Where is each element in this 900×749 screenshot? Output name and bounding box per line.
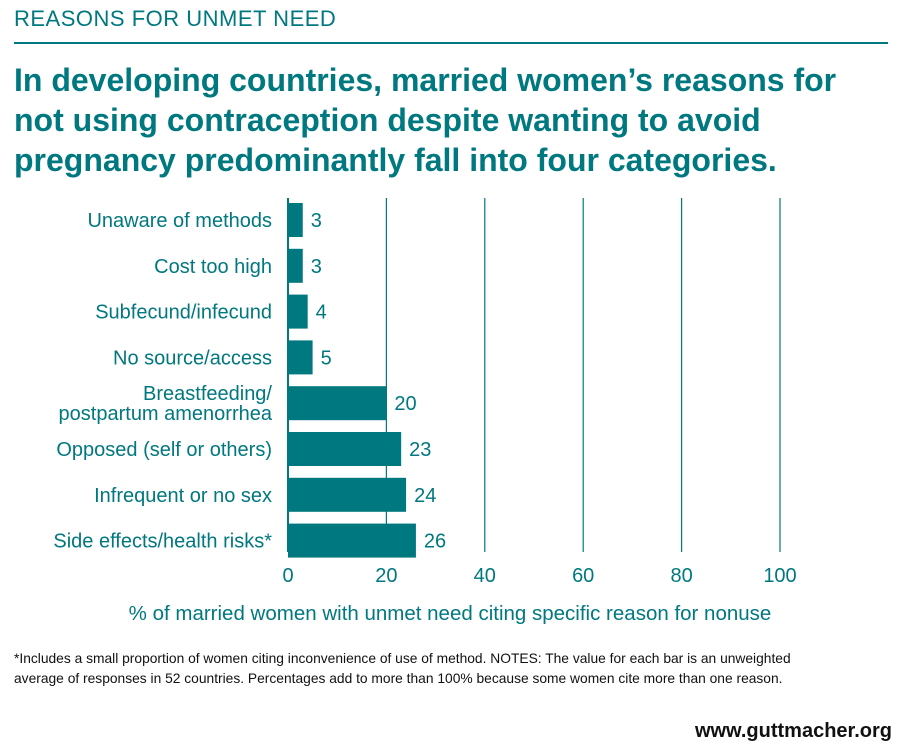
x-tick-label: 0 [282,565,293,587]
bar [288,523,416,558]
bar [288,340,313,375]
chart-title: In developing countries, married women’s… [14,62,837,178]
category-label: Infrequent or no sex [94,485,272,507]
category-label: Subfecund/infecund [95,302,272,324]
x-tick-label: 40 [474,565,496,587]
bar [288,432,402,466]
data-label: 23 [409,439,431,461]
bar [288,203,303,237]
x-tick-label: 80 [670,565,692,587]
category-label: Breastfeeding/ [143,383,272,405]
data-label: 24 [414,485,436,507]
data-label: 3 [311,256,322,278]
bar-chart: 3 Unaware of methods 3 Cost too high 4 Subfec… [53,198,797,587]
footer-url: www.guttmacher.org [694,720,892,742]
category-label: No source/access [113,347,272,369]
category-label: Side effects/health risks* [53,531,272,553]
data-label: 5 [321,347,332,369]
x-tick-label: 60 [572,565,594,587]
x-tick-label: 100 [763,565,796,587]
x-axis-title: % of married women with unmet need citin… [128,602,772,625]
x-tick-label: 20 [375,565,397,587]
category-label: postpartum amenorrhea [59,403,273,425]
bar [288,477,407,512]
data-label: 26 [424,531,446,553]
category-label: Cost too high [154,256,272,278]
header-divider [14,42,888,44]
data-label: 4 [316,302,327,324]
data-label: 20 [394,393,416,415]
bar [288,248,303,283]
data-label: 3 [311,210,322,232]
chart-notes: *Includes a small proportion of women ci… [14,651,791,686]
bar [288,386,387,421]
section-kicker: REASONS FOR UNMET NEED [14,6,337,31]
category-label: Opposed (self or others) [56,439,272,461]
bar [288,294,308,329]
category-label: Unaware of methods [87,210,272,232]
